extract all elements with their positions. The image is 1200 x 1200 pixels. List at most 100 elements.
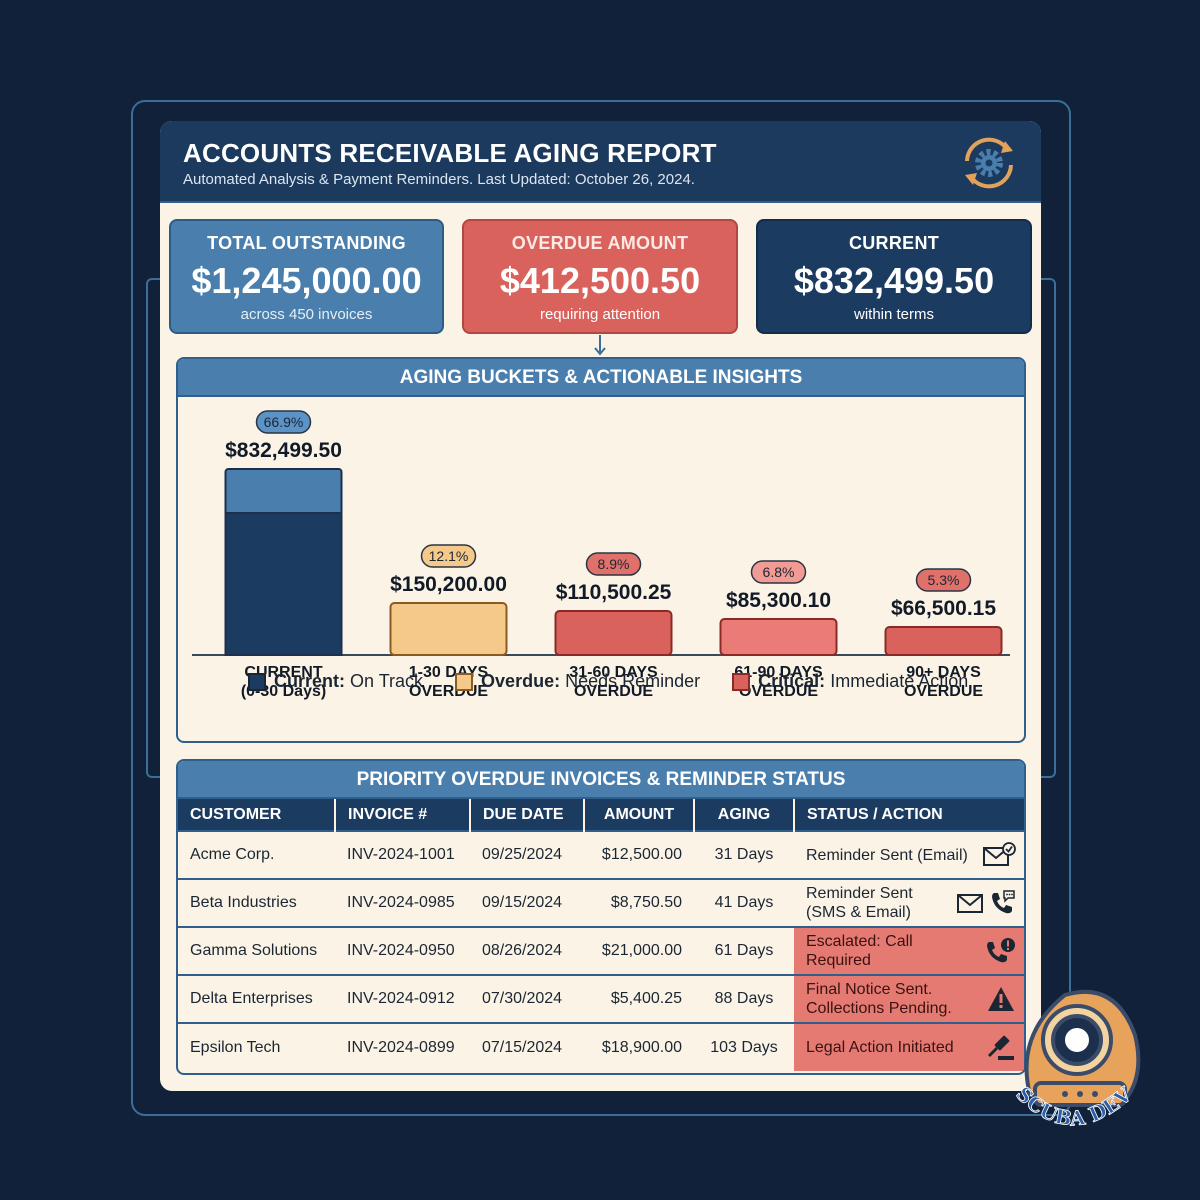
total-outstanding-amount: $1,245,000.00 [191, 260, 422, 301]
bar-value-label: $85,300.10 [726, 589, 831, 612]
cell-due-date: 08/26/2024 [470, 926, 584, 975]
legend-item-overdue: Overdue: Needs Reminder [455, 671, 700, 692]
current-label: CURRENT [848, 233, 940, 253]
cell-customer: Acme Corp. [178, 830, 335, 879]
cell-amount: $12,500.00 [584, 830, 694, 879]
gavel-icon[interactable] [986, 1034, 1016, 1062]
table-row[interactable]: Gamma Solutions INV-2024-0950 08/26/2024 $2… [178, 926, 1024, 975]
bar-1[interactable] [389, 602, 508, 656]
cell-amount: $18,900.00 [584, 1022, 694, 1071]
cell-customer: Beta Industries [178, 878, 335, 927]
percent-badge [255, 410, 312, 434]
invoice-table: CUSTOMER INVOICE # DUE DATE AMOUNT AGING… [178, 799, 1024, 1071]
percent-badge [420, 544, 477, 568]
legend-item-critical: Critical: Immediate Action [732, 671, 968, 692]
cell-status: Legal Action Initiated [794, 1022, 1024, 1071]
warning-icon[interactable] [986, 985, 1016, 1013]
cell-status: Reminder Sent (Email) [794, 830, 1024, 879]
invoice-panel: PRIORITY OVERDUE INVOICES & REMINDER STA… [176, 759, 1026, 1075]
phone-alert-icon[interactable] [984, 937, 1016, 965]
total-outstanding-card: TOTAL OUTSTANDING $1,245,000.00 across 4… [169, 219, 444, 334]
column-header-customer[interactable]: CUSTOMER [178, 799, 336, 831]
sync-gear-icon[interactable] [957, 131, 1021, 195]
category-label: OVERDUE [574, 683, 653, 700]
status-icons [986, 1034, 1016, 1062]
chart-legend: Current: On Track Overdue: Needs Reminde… [248, 671, 968, 692]
cell-status: Reminder Sent (SMS & Email) [794, 878, 1024, 927]
cell-amount: $8,750.50 [584, 878, 694, 927]
phone-message-icon[interactable] [988, 889, 1016, 917]
page-title: ACCOUNTS RECEIVABLE AGING REPORT [183, 138, 717, 168]
cell-due-date: 07/30/2024 [470, 974, 584, 1023]
invoice-panel-title: PRIORITY OVERDUE INVOICES & REMINDER STA… [178, 761, 1024, 799]
table-row[interactable]: Acme Corp. INV-2024-1001 09/25/2024 $12,500… [178, 830, 1024, 879]
percent-label: 8.9% [598, 556, 630, 572]
status-icons [982, 841, 1016, 869]
status-text: Final Notice Sent. Collections Pending. [806, 981, 952, 1017]
legend-current-bold: Current: [274, 671, 345, 691]
cell-invoice: INV-2024-0899 [335, 1022, 470, 1071]
down-arrow-icon [594, 335, 606, 356]
envelope-check-icon[interactable] [982, 841, 1016, 869]
cell-aging: 88 Days [694, 974, 794, 1023]
current-amount: $832,499.50 [793, 260, 995, 301]
status-text: Escalated: Call Required [806, 933, 913, 969]
table-row[interactable]: Beta Industries INV-2024-0985 09/15/2024 $8… [178, 878, 1024, 927]
table-header-row: CUSTOMER INVOICE # DUE DATE AMOUNT AGING… [178, 799, 1024, 831]
category-label: OVERDUE [739, 683, 818, 700]
percent-badge [915, 568, 972, 592]
percent-label: 6.8% [763, 564, 795, 580]
bar-3[interactable] [719, 618, 838, 656]
cell-amount: $21,000.00 [584, 926, 694, 975]
diving-helmet-icon: SCUBA DEV [1011, 989, 1141, 1131]
column-header-aging[interactable]: AGING [694, 799, 795, 831]
cell-aging: 61 Days [694, 926, 794, 975]
percent-label: 5.3% [928, 572, 960, 588]
overdue-amount-value: $412,500.50 [499, 260, 701, 301]
column-header-amount[interactable]: AMOUNT [584, 799, 695, 831]
bar-2[interactable] [554, 610, 673, 656]
status-icons [984, 937, 1016, 965]
connector-right [1034, 278, 1056, 778]
legend-swatch-critical [732, 672, 751, 691]
column-header-invoice[interactable]: INVOICE # [335, 799, 471, 831]
cell-aging: 31 Days [694, 830, 794, 879]
bar-4[interactable] [884, 626, 1003, 656]
overdue-amount-label: OVERDUE AMOUNT [511, 233, 689, 253]
cell-customer: Gamma Solutions [178, 926, 335, 975]
bar-current-top [224, 468, 343, 516]
cell-invoice: INV-2024-0985 [335, 878, 470, 927]
cell-due-date: 09/15/2024 [470, 878, 584, 927]
category-label: OVERDUE [904, 683, 983, 700]
overdue-amount-card: OVERDUE AMOUNT $412,500.50 requiring att… [462, 219, 738, 334]
current-card: CURRENT $832,499.50 within terms [756, 219, 1032, 334]
category-label: 90+ DAYS [906, 664, 981, 681]
bar-current[interactable] [224, 512, 343, 656]
column-header-due-date[interactable]: DUE DATE [470, 799, 585, 831]
category-label: 31-60 DAYS [569, 664, 658, 681]
table-row[interactable]: Epsilon Tech INV-2024-0899 07/15/2024 $18,9… [178, 1022, 1024, 1071]
report-header: ACCOUNTS RECEIVABLE AGING REPORT Automat… [160, 121, 1041, 203]
page-subtitle: Automated Analysis & Payment Reminders. … [183, 171, 695, 188]
column-header-status[interactable]: STATUS / ACTION [807, 805, 943, 823]
cell-status: Final Notice Sent. Collections Pending. [794, 974, 1024, 1023]
cell-invoice: INV-2024-0912 [335, 974, 470, 1023]
cell-invoice: INV-2024-0950 [335, 926, 470, 975]
bar-value-label: $110,500.25 [556, 581, 672, 604]
cell-aging: 41 Days [694, 878, 794, 927]
status-text: Legal Action Initiated [806, 1039, 954, 1056]
cell-customer: Epsilon Tech [178, 1022, 335, 1071]
cell-invoice: INV-2024-1001 [335, 830, 470, 879]
cell-due-date: 09/25/2024 [470, 830, 584, 879]
status-text: Reminder Sent (SMS & Email) [806, 885, 913, 921]
legend-critical-text: Immediate Action [830, 671, 969, 691]
legend-swatch-current [248, 672, 266, 691]
envelope-icon[interactable] [956, 889, 984, 917]
table-row[interactable]: Delta Enterprises INV-2024-0912 07/30/2024… [178, 974, 1024, 1023]
bar-value-label: $150,200.00 [390, 573, 507, 596]
cell-amount: $5,400.25 [584, 974, 694, 1023]
overdue-amount-note: requiring attention [539, 306, 661, 323]
total-outstanding-note: across 450 invoices [240, 306, 373, 323]
legend-swatch-overdue [455, 672, 474, 691]
